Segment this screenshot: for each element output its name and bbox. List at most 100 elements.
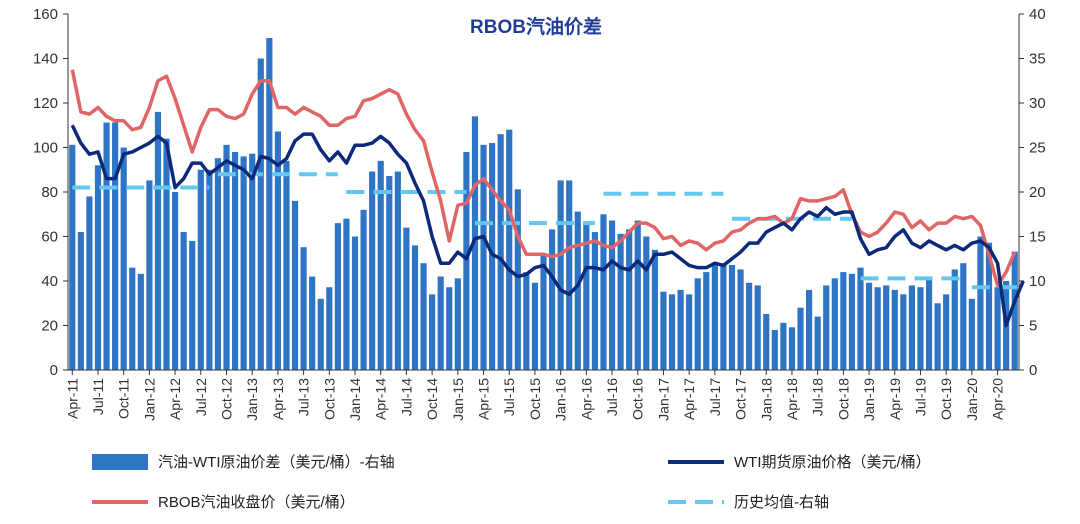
spread-bar	[480, 144, 487, 370]
spread-bar	[343, 218, 350, 370]
right-tick-label: 40	[1029, 6, 1046, 23]
spread-bar	[831, 278, 838, 370]
spread-bar	[703, 272, 710, 370]
spread-bar	[908, 285, 915, 370]
x-tick-label: Oct-16	[630, 378, 646, 420]
spread-bar	[274, 131, 281, 370]
spread-bar	[351, 236, 359, 370]
x-tick-label: Jan-14	[347, 378, 363, 421]
x-tick-label: Oct-15	[527, 378, 543, 420]
x-tick-label: Jan-13	[244, 378, 260, 421]
spread-bar	[848, 273, 856, 370]
spread-bar	[1011, 251, 1018, 370]
x-tick-label: Apr-13	[270, 378, 286, 420]
spread-bar	[437, 276, 444, 370]
spread-bar	[925, 278, 933, 370]
spread-bar	[943, 294, 950, 370]
spread-bar	[309, 276, 316, 370]
x-tick-label: Jul-17	[707, 378, 723, 416]
spread-bar	[69, 144, 76, 370]
spread-bar	[634, 220, 641, 370]
right-tick-label: 30	[1029, 95, 1046, 112]
spread-bar	[720, 263, 727, 370]
spread-bar	[86, 196, 93, 370]
x-tick-label: Apr-12	[167, 378, 183, 420]
legend-bar-swatch	[92, 454, 148, 470]
spread-bar	[600, 214, 607, 370]
legend-label: RBOB汽油收盘价（美元/桶）	[158, 493, 355, 511]
x-tick-label: Jul-13	[296, 378, 312, 416]
spread-bar	[403, 227, 410, 370]
spread-bar	[197, 169, 204, 370]
spread-bar	[977, 236, 984, 370]
spread-bar	[231, 151, 239, 370]
spread-bar	[206, 169, 213, 370]
spread-bar	[934, 303, 941, 370]
x-tick-label: Apr-20	[990, 378, 1006, 420]
spread-bar	[677, 289, 684, 370]
spread-bar	[626, 229, 633, 370]
spread-bar	[163, 138, 170, 370]
x-tick-label: Oct-19	[938, 378, 954, 420]
spread-bar	[94, 165, 102, 370]
spread-bar	[865, 282, 873, 370]
x-tick-label: Jul-15	[501, 378, 517, 416]
spread-bar	[711, 263, 718, 370]
chart-title: RBOB汽油价差	[470, 15, 602, 38]
spread-bar	[523, 272, 530, 370]
left-tick-label: 40	[41, 273, 58, 290]
spread-bar	[317, 298, 324, 370]
spread-bar	[180, 232, 187, 370]
spread-bar	[891, 289, 898, 370]
spread-bar	[574, 211, 581, 370]
spread-bar	[266, 38, 273, 370]
spread-bar	[840, 272, 847, 370]
spread-bar	[968, 298, 975, 370]
spread-bar	[377, 160, 384, 370]
x-tick-label: Jan-16	[553, 378, 569, 421]
spread-bar	[746, 282, 753, 370]
spread-bar	[583, 224, 590, 370]
spread-bar	[994, 287, 1001, 370]
x-tick-label: Oct-11	[116, 378, 132, 419]
spread-bar	[129, 267, 136, 370]
spread-bars	[69, 38, 1018, 371]
x-tick-label: Jan-15	[450, 378, 466, 421]
x-tick-label: Apr-16	[578, 378, 594, 420]
spread-bar	[249, 153, 256, 370]
spread-bar	[429, 294, 436, 370]
spread-bar	[223, 144, 230, 370]
x-tick-label: Jan-17	[655, 378, 671, 421]
spread-bar	[814, 316, 821, 370]
spread-bar	[540, 254, 547, 370]
spread-bar	[686, 294, 693, 370]
spread-bar	[326, 287, 333, 370]
spread-bar	[857, 267, 864, 370]
spread-bar	[660, 291, 667, 370]
x-tick-label: Jul-11	[90, 378, 106, 415]
right-tick-label: 15	[1029, 229, 1046, 246]
wti-price-line	[70, 124, 1025, 328]
spread-bar	[737, 269, 744, 370]
x-tick-label: Oct-12	[219, 378, 235, 420]
spread-bar	[446, 287, 453, 370]
spread-bar	[420, 263, 427, 370]
x-tick-label: Jul-16	[604, 378, 620, 416]
right-tick-label: 20	[1029, 184, 1046, 201]
right-tick-label: 10	[1029, 273, 1046, 290]
x-tick-label: Jul-18	[810, 378, 826, 416]
x-tick-label: Oct-17	[733, 378, 749, 420]
x-tick-label: Oct-14	[424, 378, 440, 420]
spread-bar	[900, 294, 907, 370]
spread-bar	[754, 285, 761, 370]
spread-bar	[763, 313, 770, 370]
spread-bar	[548, 229, 556, 370]
x-tick-label: Oct-13	[321, 378, 337, 420]
spread-bar	[120, 147, 127, 370]
spread-bar	[214, 158, 222, 370]
spread-bar	[985, 242, 993, 370]
legend-label: 历史均值-右轴	[734, 494, 829, 511]
right-tick-label: 5	[1029, 318, 1037, 335]
spread-bar	[874, 287, 881, 370]
left-tick-label: 80	[41, 184, 58, 201]
